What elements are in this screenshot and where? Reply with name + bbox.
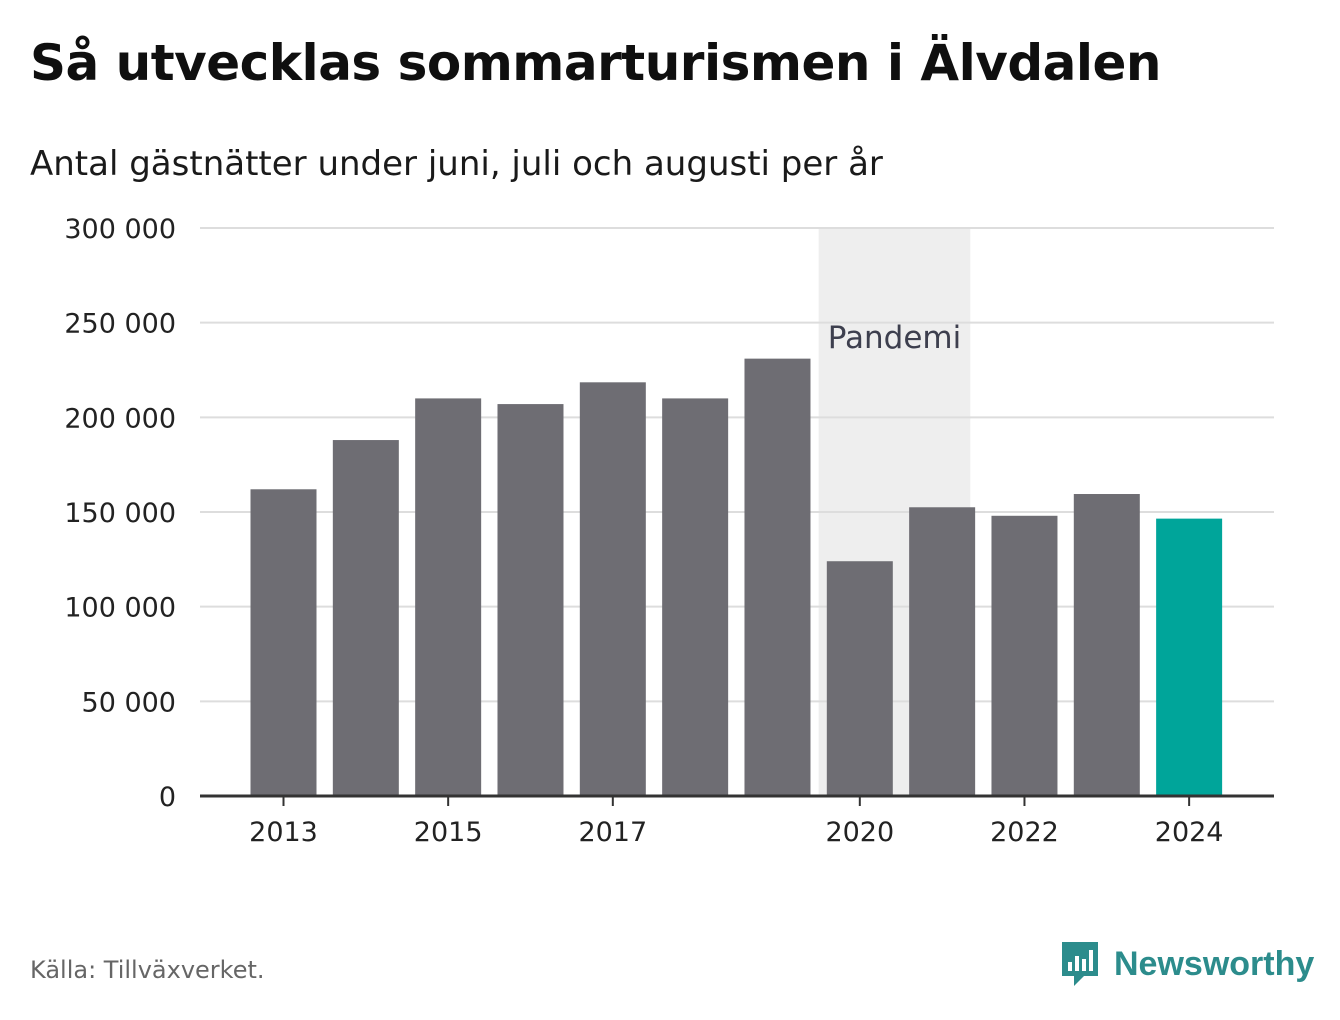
bar-2021: [909, 507, 976, 796]
bar-2024: [1156, 518, 1223, 796]
brand-name: Newsworthy: [1114, 944, 1315, 983]
bar-2014: [332, 440, 399, 796]
bar-2015: [415, 398, 482, 796]
x-tick-label: 2015: [414, 817, 483, 848]
y-tick-label: 150 000: [64, 498, 176, 529]
x-tick-label: 2022: [990, 817, 1059, 848]
brand-logo: Newsworthy: [1060, 940, 1314, 988]
y-tick-label: 0: [159, 782, 176, 813]
x-tick-label: 2024: [1155, 817, 1224, 848]
y-tick-label: 200 000: [64, 403, 176, 434]
y-tick-label: 100 000: [64, 593, 176, 624]
y-tick-label: 250 000: [64, 309, 176, 340]
bar-2017: [579, 382, 646, 796]
bar-2019: [744, 358, 811, 796]
pandemic-label: Pandemi: [828, 320, 962, 356]
chart-title: Så utvecklas sommarturismen i Älvdalen: [30, 34, 1162, 92]
bar-2018: [662, 398, 729, 796]
y-tick-label: 300 000: [64, 214, 176, 245]
x-tick-label: 2017: [578, 817, 647, 848]
bar-2023: [1073, 494, 1140, 796]
bar-chart: 0 50 000 100 000 150 000 200 000 250 000 300 0…: [64, 214, 1274, 848]
y-tick-label: 50 000: [82, 687, 176, 718]
x-tick-label: 2020: [825, 817, 894, 848]
bar-2016: [497, 404, 564, 796]
source-note: Källa: Tillväxverket.: [30, 956, 265, 984]
bar-2022: [991, 515, 1058, 796]
bar-2013: [250, 489, 317, 796]
bar-chart-speech-bubble-icon: [1062, 942, 1098, 986]
chart-subtitle: Antal gästnätter under juni, juli och au…: [30, 144, 883, 184]
x-tick-label: 2013: [249, 817, 318, 848]
bar-2020: [826, 561, 893, 796]
